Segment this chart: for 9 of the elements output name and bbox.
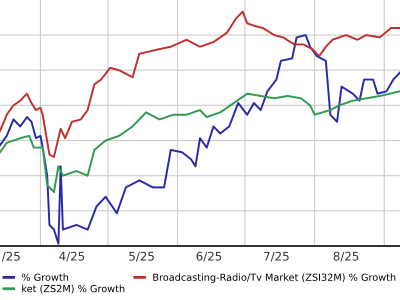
- x-tick-label: /25: [2, 252, 20, 262]
- x-tick-label: 8/25: [334, 252, 358, 262]
- legend-label: % Growth: [22, 273, 68, 281]
- legend-label: Broadcasting-Radio/Tv Market (ZSI32M) % Growth: [153, 273, 396, 283]
- legend-label: ket (ZS2M) % Growth: [22, 284, 124, 294]
- x-tick-label: 5/25: [129, 252, 154, 262]
- x-tick-label: 7/25: [264, 252, 289, 262]
- x-tick-label: 4/25: [59, 252, 84, 262]
- x-tick-label: 6/25: [196, 252, 222, 262]
